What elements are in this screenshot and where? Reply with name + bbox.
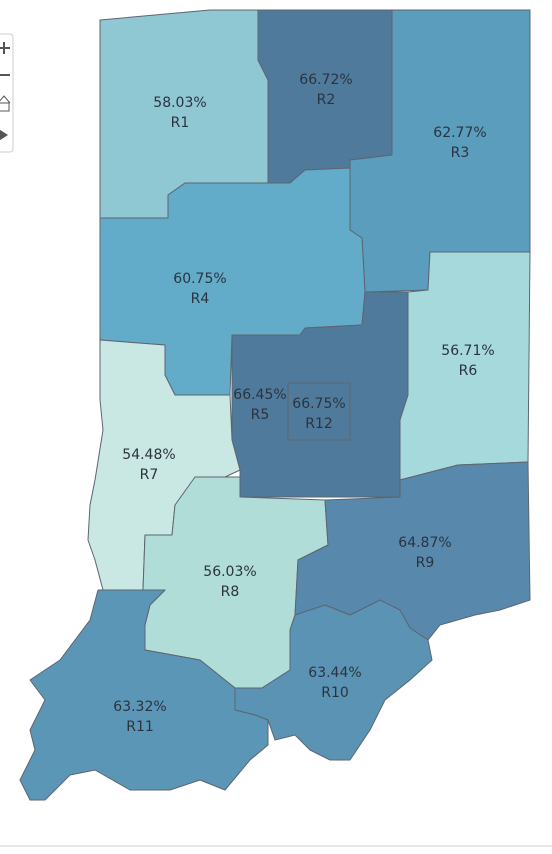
region-value: 64.87% — [398, 535, 451, 551]
region-name: R9 — [416, 555, 435, 571]
region-name: R11 — [126, 719, 154, 735]
region-name: R3 — [451, 145, 470, 161]
region-shape[interactable] — [399, 251, 531, 481]
region-name: R7 — [140, 467, 159, 483]
region-value: 63.32% — [113, 699, 166, 715]
labels: 58.03% R1 66.72% R2 62.77% R3 60.75% R4 … — [113, 72, 494, 735]
region-value: 56.71% — [441, 343, 494, 359]
region-name: R4 — [191, 291, 210, 307]
region-shape[interactable] — [287, 382, 351, 441]
region-value: 66.72% — [299, 72, 352, 88]
region-value: 66.45% — [233, 387, 286, 403]
region-name: R8 — [221, 584, 240, 600]
map-controls — [0, 33, 14, 153]
region-value: 54.48% — [122, 447, 175, 463]
region-value: 56.03% — [203, 564, 256, 580]
pan-arrow[interactable] — [0, 128, 8, 142]
region-value: 62.77% — [433, 125, 486, 141]
region-name: R5 — [251, 407, 270, 423]
region-name: R12 — [305, 416, 333, 432]
region-value: 63.44% — [308, 665, 361, 681]
region-name: R10 — [321, 685, 349, 701]
region-name: R6 — [459, 363, 478, 379]
region-shape[interactable] — [19, 589, 269, 801]
reset-home[interactable] — [0, 95, 11, 112]
region-value: 66.75% — [292, 396, 345, 412]
region-name: R1 — [171, 115, 190, 131]
zoom-in[interactable] — [0, 42, 10, 54]
regions — [19, 9, 531, 801]
region-name: R2 — [317, 92, 336, 108]
controls-box — [0, 33, 14, 153]
region-shape[interactable] — [234, 599, 433, 761]
region-value: 60.75% — [173, 271, 226, 287]
region-value: 58.03% — [153, 95, 206, 111]
